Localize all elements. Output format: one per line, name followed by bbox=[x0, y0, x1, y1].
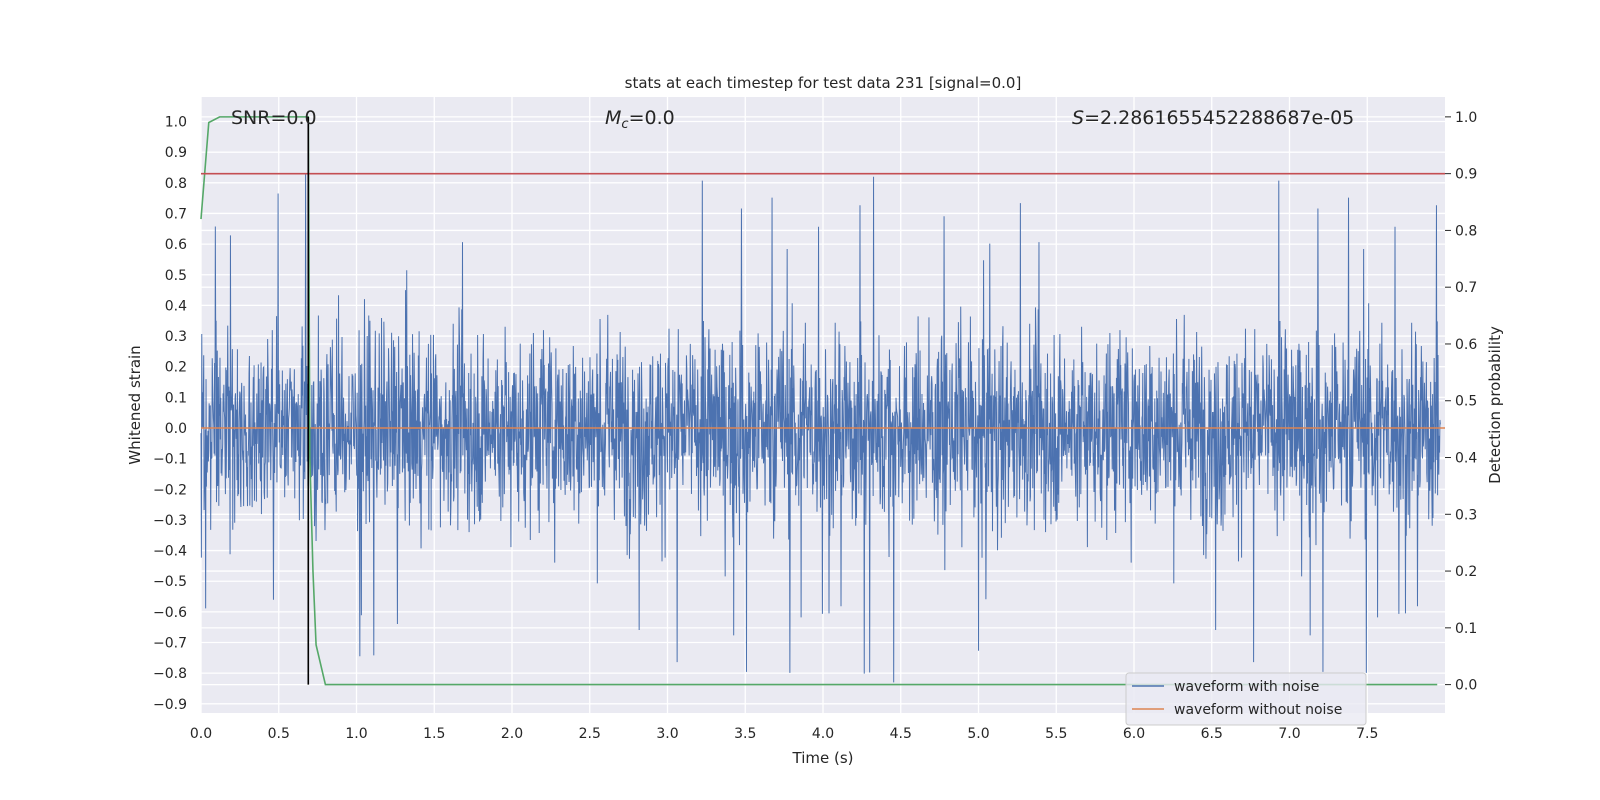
y-right-tick-label: 0.6 bbox=[1455, 337, 1477, 353]
annotation-chirp-mass-subscript: c bbox=[621, 117, 628, 132]
x-tick-label: 2.5 bbox=[579, 726, 601, 742]
y-tick-label: 0.0 bbox=[165, 421, 187, 437]
y-right-tick-label: 0.9 bbox=[1455, 167, 1477, 183]
y-tick-label: −0.6 bbox=[153, 605, 187, 621]
x-tick-label: 5.0 bbox=[967, 726, 989, 742]
y-right-tick-label: 0.0 bbox=[1455, 678, 1477, 694]
y-tick-label: −0.1 bbox=[153, 452, 187, 468]
y-tick-label: 0.2 bbox=[165, 360, 187, 376]
y-tick-label: −0.2 bbox=[153, 482, 187, 498]
y-right-tick-label: 1.0 bbox=[1455, 110, 1477, 126]
y-axis-ticks: 1.0 0.9 0.8 0.7 0.6 0.5 0.4 0.3 0.2 0.1 0.0 −0.1 −0.… bbox=[153, 115, 187, 713]
y-tick-label: −0.8 bbox=[153, 666, 187, 682]
x-tick-label: 6.5 bbox=[1201, 726, 1223, 742]
x-tick-label: 1.5 bbox=[423, 726, 445, 742]
annotation-chirp-mass: Mc=0.0 bbox=[605, 107, 675, 132]
y-tick-label: 0.8 bbox=[165, 176, 187, 192]
series-lines bbox=[200, 116, 1445, 686]
x-axis-ticks: 0.0 0.5 1.0 1.5 2.0 2.5 3.0 3.5 4.0 4.5 5.0 5.5 6.0 6… bbox=[190, 726, 1379, 742]
y-tick-label: 0.5 bbox=[165, 268, 187, 284]
legend: waveform with noise waveform without noi… bbox=[1125, 672, 1367, 726]
x-tick-label: 2.0 bbox=[501, 726, 523, 742]
x-tick-label: 1.0 bbox=[345, 726, 367, 742]
y-tick-label: 0.7 bbox=[165, 206, 187, 222]
y-axis-label: Whitened strain bbox=[126, 345, 144, 464]
x-tick-label: 5.5 bbox=[1045, 726, 1067, 742]
y-tick-label: −0.4 bbox=[153, 544, 187, 560]
y-right-tick-label: 0.2 bbox=[1455, 564, 1477, 580]
legend-label-without-noise: waveform without noise bbox=[1174, 702, 1342, 718]
y-tick-label: 1.0 bbox=[165, 115, 187, 131]
x-tick-label: 6.0 bbox=[1123, 726, 1145, 742]
x-tick-label: 7.0 bbox=[1278, 726, 1300, 742]
chart-title: stats at each timestep for test data 231… bbox=[625, 74, 1022, 92]
x-tick-label: 7.5 bbox=[1356, 726, 1378, 742]
y-right-tick-label: 0.1 bbox=[1455, 621, 1477, 637]
y-axis-right-label: Detection probability bbox=[1486, 326, 1504, 484]
annotation-s-value: =2.2861655452288687e-05 bbox=[1084, 107, 1354, 129]
x-axis-label: Time (s) bbox=[792, 749, 854, 767]
annotation-s: S=2.2861655452288687e-05 bbox=[1072, 107, 1354, 129]
legend-label-with-noise: waveform with noise bbox=[1174, 679, 1319, 695]
y-tick-label: −0.5 bbox=[153, 574, 187, 590]
legend-box bbox=[1125, 672, 1367, 726]
detection-probability-line bbox=[200, 116, 1438, 686]
y-tick-label: −0.7 bbox=[153, 636, 187, 652]
y-tick-label: −0.9 bbox=[153, 697, 187, 713]
y-tick-label: 0.3 bbox=[165, 329, 187, 345]
y-right-tick-label: 0.4 bbox=[1455, 451, 1477, 467]
y-right-tick-label: 0.3 bbox=[1455, 507, 1477, 523]
series-waveform-with-noise bbox=[200, 174, 1441, 683]
plot-area bbox=[200, 97, 1445, 713]
x-tick-label: 0.0 bbox=[190, 726, 212, 742]
waveform-with-noise-line bbox=[200, 174, 1441, 683]
y-tick-label: 0.6 bbox=[165, 237, 187, 253]
y-axis-right-ticks: 1.0 0.9 0.8 0.7 0.6 0.5 0.4 0.3 0.2 0.1 0.0 bbox=[1445, 110, 1477, 694]
x-tick-label: 4.0 bbox=[812, 726, 834, 742]
annotation-snr: SNR=0.0 bbox=[231, 107, 317, 129]
y-tick-label: 0.1 bbox=[165, 390, 187, 406]
y-right-tick-label: 0.7 bbox=[1455, 280, 1477, 296]
x-tick-label: 3.5 bbox=[734, 726, 756, 742]
annotation-chirp-mass-symbol: M bbox=[605, 107, 621, 129]
x-tick-label: 3.0 bbox=[656, 726, 678, 742]
y-tick-label: 0.9 bbox=[165, 145, 187, 161]
y-right-tick-label: 0.5 bbox=[1455, 394, 1477, 410]
y-right-tick-label: 0.8 bbox=[1455, 223, 1477, 239]
y-tick-label: 0.4 bbox=[165, 298, 187, 314]
annotation-chirp-mass-value: =0.0 bbox=[629, 107, 675, 129]
y-tick-label: −0.3 bbox=[153, 513, 187, 529]
x-tick-label: 0.5 bbox=[268, 726, 290, 742]
annotation-s-symbol: S bbox=[1072, 107, 1084, 129]
x-tick-label: 4.5 bbox=[890, 726, 912, 742]
